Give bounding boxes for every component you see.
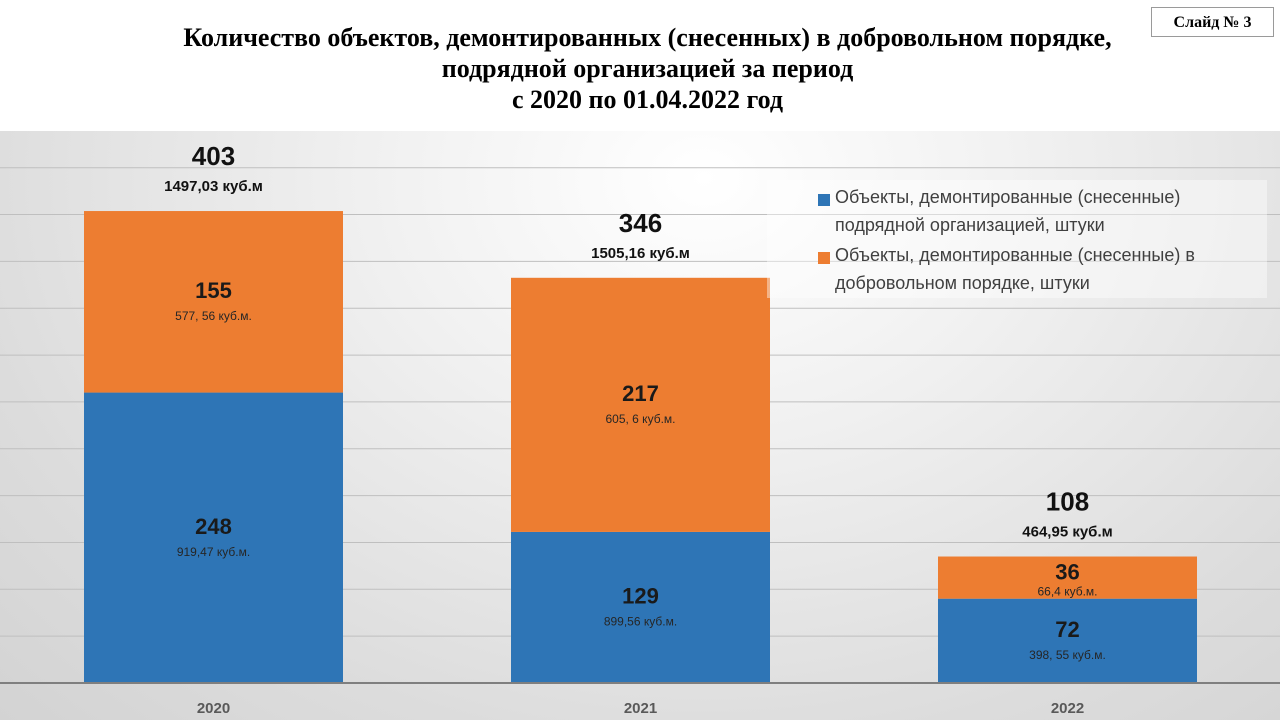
segment-volume-label: 66,4 куб.м. [1038,585,1098,599]
segment-volume-label: 899,56 куб.м. [604,614,677,628]
bar-segment-contractor [84,392,343,683]
chart-title: Количество объектов, демонтированных (сн… [0,22,1280,115]
bar-total-volume-label: 1497,03 куб.м [164,178,263,195]
segment-volume-label: 398, 55 куб.м. [1029,648,1106,662]
legend-swatch-blue [818,194,830,206]
segment-volume-label: 919,47 куб.м. [177,545,250,559]
segment-volume-label: 605, 6 куб.м. [605,412,675,426]
legend-label: Объекты, демонтированные (снесенные) под… [835,187,1181,235]
bar-segment-voluntary [938,556,1197,599]
bar-segment-contractor [511,531,770,683]
bar-total-label: 108 [1046,487,1089,517]
segment-value-label: 248 [195,514,232,539]
bar-segment-voluntary [84,211,343,393]
segment-value-label: 129 [622,583,659,608]
segment-value-label: 217 [622,381,659,406]
bar-total-label: 346 [619,208,662,238]
chart-title-line: Количество объектов, демонтированных (сн… [183,23,1112,52]
legend-label: Объекты, демонтированные (снесенные) в д… [835,245,1195,293]
bar-segment-contractor [938,598,1197,683]
legend-swatch-orange [818,252,830,264]
bar-total-label: 403 [192,141,235,171]
segment-value-label: 36 [1055,560,1079,585]
segment-value-label: 155 [195,278,232,303]
x-axis-tick-label: 2021 [624,700,657,717]
bar-total-volume-label: 1505,16 куб.м [591,245,690,262]
chart-legend: Объекты, демонтированные (снесенные) под… [767,180,1267,298]
slide-number-badge: Слайд № 3 [1151,7,1274,37]
bar-total-volume-label: 464,95 куб.м [1022,524,1112,541]
segment-value-label: 72 [1055,617,1079,642]
segment-volume-label: 577, 56 куб.м. [175,309,252,323]
chart-title-line: подрядной организацией за период [441,54,854,83]
chart-title-line: с 2020 по 01.04.2022 год [511,85,784,114]
x-axis-tick-label: 2020 [197,700,230,717]
stacked-bar-chart: 248 919,47 куб.м. 155 577, 56 куб.м. 403 1497… [0,141,1280,717]
x-axis-tick-label: 2022 [1051,700,1084,717]
bar-segment-voluntary [511,277,770,532]
